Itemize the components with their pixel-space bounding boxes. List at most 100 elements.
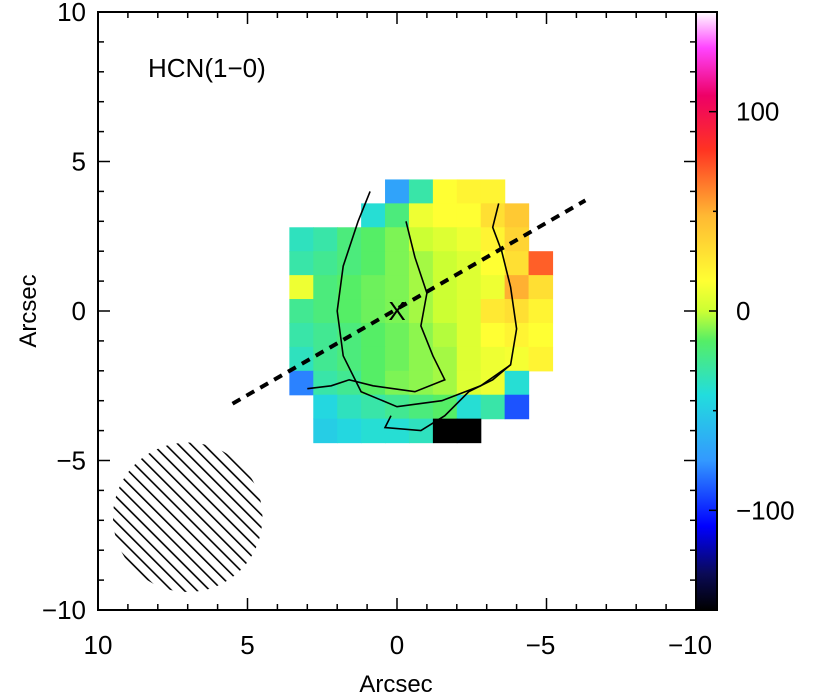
x-tick-label: 0 [390, 630, 404, 660]
x-axis-label: Arcsec [359, 671, 432, 698]
heatmap-cell [385, 251, 410, 276]
y-tick-label: −5 [56, 446, 86, 476]
center-marker: X [388, 296, 405, 326]
heatmap-cell [456, 227, 482, 252]
heatmap-cell [432, 179, 458, 204]
heatmap-cell [385, 203, 410, 228]
heatmap-cell [432, 322, 458, 348]
heatmap-cell [385, 370, 410, 396]
heatmap-cell [432, 299, 458, 324]
colorbar-tick-label: 0 [736, 296, 750, 326]
heatmap-cell [385, 275, 410, 300]
heatmap-cell [361, 322, 386, 348]
heatmap-cell [313, 346, 338, 372]
heatmap-cell [408, 394, 434, 420]
colorbar-ticks [709, 11, 717, 611]
y-tick-label: −10 [42, 595, 86, 625]
heatmap-cell [480, 275, 506, 300]
heatmap-cells [289, 179, 554, 444]
major-axis-line [231, 198, 587, 406]
y-tick-label: 10 [57, 0, 86, 27]
heatmap-cell [456, 299, 482, 324]
colorbar-tick-label: −100 [736, 495, 795, 525]
heatmap-cell [528, 275, 554, 300]
heatmap-cell [528, 251, 554, 276]
contour-line [307, 221, 446, 393]
heatmap-cell [528, 322, 554, 348]
heatmap-cell [361, 203, 386, 228]
x-tick-label: 5 [240, 630, 254, 660]
heatmap-cell [385, 179, 410, 204]
heatmap-cell [361, 227, 386, 252]
heatmap-cell [289, 227, 314, 252]
heatmap-cell [480, 394, 506, 420]
contour-lines [307, 191, 518, 432]
heatmap-cell [313, 227, 338, 252]
heatmap-cell [337, 251, 362, 276]
axis-tick-labels: 10 5 0 −5 −10 10 5 0 −5 −10 [42, 0, 712, 660]
heatmap-cell [432, 275, 458, 300]
heatmap-cell [456, 322, 482, 348]
heatmap-cell [408, 251, 434, 276]
heatmap-cell [504, 370, 530, 396]
heatmap-cell [385, 346, 410, 372]
axis-ticks [97, 11, 697, 611]
heatmap-cell [289, 370, 314, 396]
heatmap-cell [289, 299, 314, 324]
heatmap-cell [528, 299, 554, 324]
heatmap-cell [480, 251, 506, 276]
heatmap-cell [361, 275, 386, 300]
heatmap-cell [313, 370, 338, 396]
heatmap-cell [385, 322, 410, 348]
heatmap-cell [313, 251, 338, 276]
molecule-annotation: HCN(1−0) [148, 53, 266, 83]
heatmap-cell [408, 203, 434, 228]
beam-ellipse [112, 442, 263, 593]
heatmap-cell [313, 275, 338, 300]
y-tick-label: 5 [72, 147, 86, 177]
heatmap-cell [432, 346, 458, 372]
x-tick-label: −10 [668, 630, 712, 660]
colorbar-tick-labels: 100 0 −100 [736, 97, 795, 526]
heatmap-cell [361, 251, 386, 276]
heatmap-cell [313, 394, 338, 420]
heatmap-cell [408, 179, 434, 204]
heatmap-cell [480, 322, 506, 348]
y-tick-label: 0 [72, 296, 86, 326]
heatmap-cell [361, 418, 386, 444]
x-tick-label: −5 [526, 630, 556, 660]
heatmap-cell [361, 394, 386, 420]
heatmap-cell [361, 346, 386, 372]
contour-line [383, 364, 512, 432]
heatmap-cell [313, 299, 338, 324]
heatmap-cell [456, 418, 482, 444]
heatmap-cell [456, 179, 482, 204]
heatmap-cell [385, 418, 410, 444]
heatmap-cell [528, 346, 554, 372]
heatmap-cell [385, 227, 410, 252]
heatmap-cell [432, 203, 458, 228]
colorbar-tick-label: 100 [736, 97, 779, 127]
heatmap-cell [456, 275, 482, 300]
heatmap-cell [504, 203, 530, 228]
heatmap-cell [432, 227, 458, 252]
heatmap-cell [313, 418, 338, 444]
heatmap-cell [408, 299, 434, 324]
heatmap-cell [456, 346, 482, 372]
heatmap-cell [408, 346, 434, 372]
heatmap-cell [480, 299, 506, 324]
y-axis-label: Arcsec [15, 274, 42, 347]
heatmap-cell [289, 322, 314, 348]
contour-line [336, 191, 518, 408]
heatmap-cell [456, 203, 482, 228]
colorbar [696, 12, 717, 610]
heatmap-cell [504, 299, 530, 324]
heatmap-cell [432, 251, 458, 276]
heatmap-cell [504, 251, 530, 276]
heatmap-cell [289, 275, 314, 300]
heatmap-cell [456, 394, 482, 420]
heatmap-cell [361, 299, 386, 324]
heatmap-cell [504, 394, 530, 420]
x-tick-label: 10 [84, 630, 113, 660]
